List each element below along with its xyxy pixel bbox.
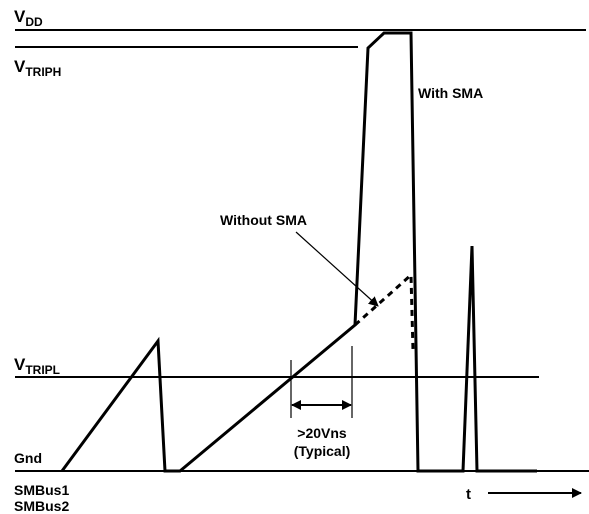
vtripl-label: VTRIPL: [14, 355, 60, 377]
with-sma-label: With SMA: [418, 85, 483, 101]
timing-note-label: (Typical): [294, 443, 351, 459]
without-sma-pointer: [295, 231, 379, 307]
vdd-label: VDD: [14, 7, 43, 29]
time-label: t: [466, 486, 471, 503]
bus-waveform: [60, 31, 537, 473]
vtriph-label: VTRIPH: [14, 57, 61, 79]
gnd-label: Gnd: [14, 450, 42, 466]
smbus2-label: SMBus2: [14, 498, 69, 514]
without-sma-label: Without SMA: [220, 212, 307, 228]
without-sma-waveform: [354, 271, 415, 351]
timing-value-label: >20Vns: [297, 425, 347, 441]
smbus1-label: SMBus1: [14, 482, 69, 498]
